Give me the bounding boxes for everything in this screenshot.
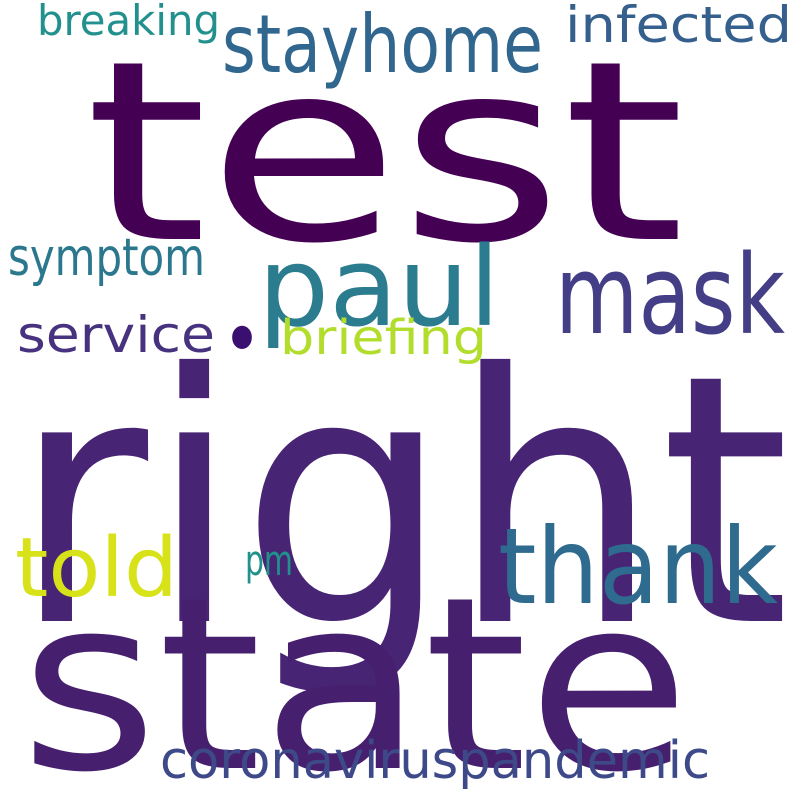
word-thank: thank [498,506,778,628]
word-service: service [17,306,216,364]
word-state: state [20,545,690,800]
word-coronaviruspandemic: coronaviruspandemic [160,731,710,791]
word-stayhome: stayhome [222,0,543,91]
word-test: test [85,7,685,298]
word-paul: paul [258,223,500,351]
word-mask: mask [555,231,785,359]
word-dot: • [222,293,262,386]
word-symptom: symptom [8,228,205,288]
word-right: right [12,302,790,703]
word-briefing: briefing [280,310,487,366]
word-breaking: breaking [37,0,220,45]
word-pm: pm [245,536,293,585]
word-infected: infected [565,0,792,54]
word-told: told [15,521,178,616]
